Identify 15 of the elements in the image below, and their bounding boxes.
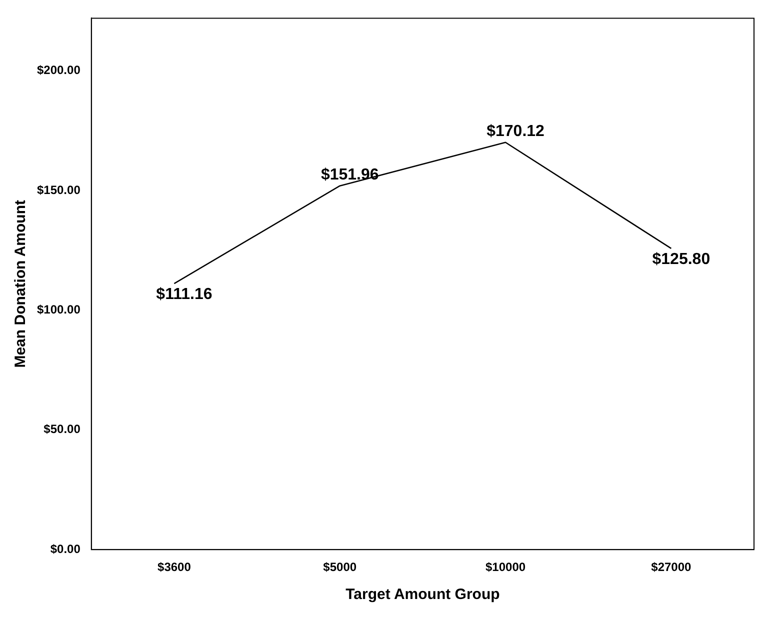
data-label: $125.80 <box>652 250 710 268</box>
y-tick-label: $100.00 <box>36 302 81 317</box>
y-tick-label: $0.00 <box>50 542 81 556</box>
x-tick-label: $3600 <box>158 560 192 574</box>
data-label: $151.96 <box>320 166 379 184</box>
y-axis-title: Mean Donation Amount <box>12 200 30 368</box>
y-tick-label: $50.00 <box>44 422 81 436</box>
x-tick-label: $5000 <box>323 560 357 574</box>
y-tick-label: $200.00 <box>36 63 81 78</box>
data-label: $111.16 <box>156 286 212 303</box>
data-label: $170.12 <box>486 122 545 140</box>
x-tick-label: $10000 <box>485 560 526 574</box>
x-axis-title: Target Amount Group <box>346 586 500 604</box>
x-tick-label: $27000 <box>651 560 692 574</box>
y-tick-label: $150.00 <box>36 182 81 197</box>
